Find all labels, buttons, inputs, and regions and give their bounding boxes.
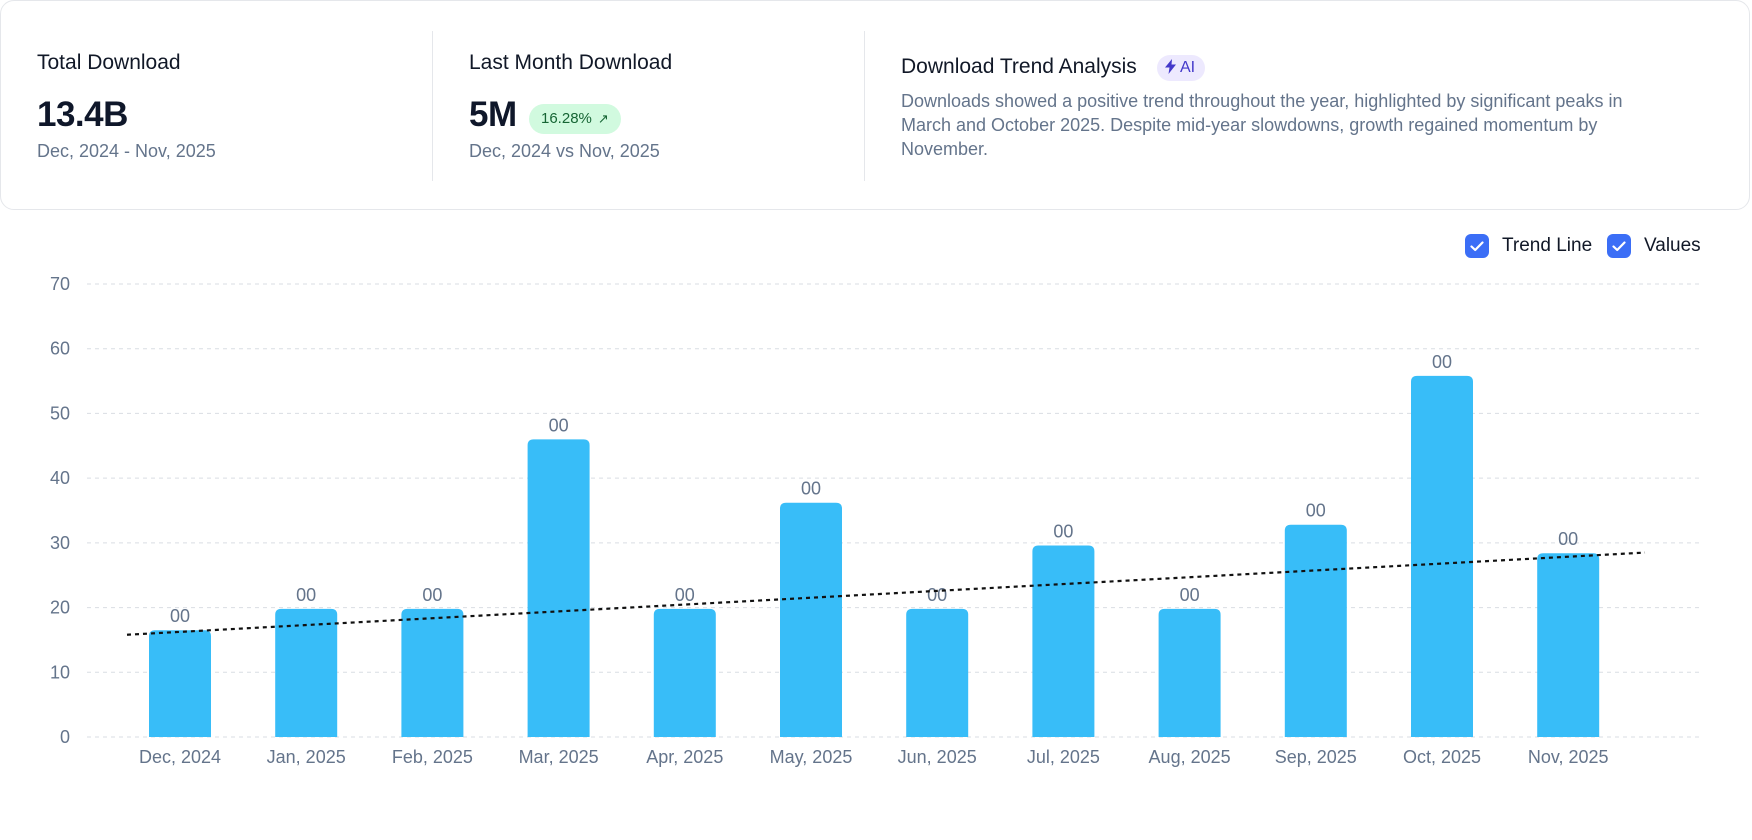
data-label: 00 <box>170 606 190 626</box>
trend-line-label: Trend Line <box>1502 235 1593 256</box>
ai-badge-label: AI <box>1180 59 1196 76</box>
ai-badge: AI <box>1157 55 1206 81</box>
y-tick-label: 10 <box>50 662 70 682</box>
trend-line-toggle[interactable]: Trend Line <box>1465 234 1592 258</box>
values-toggle[interactable]: Values <box>1607 234 1701 258</box>
divider <box>432 31 433 181</box>
data-label: 00 <box>549 415 569 435</box>
bar <box>275 608 338 737</box>
x-tick-label: Aug, 2025 <box>1149 747 1231 767</box>
data-label: 00 <box>296 585 316 605</box>
data-label: 00 <box>422 585 442 605</box>
checkmark-icon <box>1612 240 1626 251</box>
data-label: 00 <box>1306 501 1326 521</box>
trend-analysis-title: Download Trend Analysis <box>901 55 1137 78</box>
data-label: 00 <box>1432 352 1452 372</box>
last-month-download-value: 5M <box>469 95 517 134</box>
bar <box>653 608 716 737</box>
lightning-icon <box>1165 59 1176 74</box>
trend-line <box>126 551 1646 636</box>
x-tick-label: Jul, 2025 <box>1027 747 1100 767</box>
x-tick-label: Sep, 2025 <box>1275 747 1357 767</box>
x-tick-label: Dec, 2024 <box>139 747 221 767</box>
y-tick-label: 40 <box>50 468 70 488</box>
x-tick-label: Apr, 2025 <box>646 747 723 767</box>
bar <box>1284 524 1347 737</box>
values-checkbox[interactable] <box>1607 234 1631 258</box>
bar <box>1158 608 1221 737</box>
bar <box>527 439 590 737</box>
y-tick-label: 70 <box>50 274 70 294</box>
bar <box>401 608 464 737</box>
bar <box>1411 375 1473 737</box>
x-tick-label: Mar, 2025 <box>519 747 599 767</box>
growth-badge: 16.28% ↗ <box>529 104 621 134</box>
bar <box>906 608 969 737</box>
x-tick-label: Jun, 2025 <box>898 747 977 767</box>
values-label: Values <box>1644 235 1701 256</box>
trend-analysis-text: Downloads showed a positive trend throug… <box>901 91 1623 159</box>
data-label: 00 <box>1180 585 1200 605</box>
arrow-up-right-icon: ↗ <box>597 111 609 126</box>
data-label: 00 <box>801 479 821 499</box>
checkmark-icon <box>1470 240 1484 251</box>
x-tick-label: Oct, 2025 <box>1403 747 1481 767</box>
stats-panel: Total Download 13.4B Dec, 2024 - Nov, 20… <box>0 0 1750 210</box>
data-label: 00 <box>1558 529 1578 549</box>
y-tick-label: 0 <box>60 727 70 747</box>
total-download-period: Dec, 2024 - Nov, 2025 <box>37 141 216 161</box>
x-tick-label: Jan, 2025 <box>267 747 346 767</box>
divider <box>864 31 865 181</box>
last-month-download-title: Last Month Download <box>469 51 673 74</box>
data-label: 00 <box>1053 521 1073 541</box>
bar <box>780 502 842 737</box>
last-month-download-period: Dec, 2024 vs Nov, 2025 <box>469 141 660 161</box>
trend-line-checkbox[interactable] <box>1465 234 1489 258</box>
y-tick-label: 50 <box>50 403 70 423</box>
bar <box>1537 553 1600 737</box>
data-label: 00 <box>675 585 695 605</box>
data-label: 00 <box>927 585 947 605</box>
x-tick-label: Nov, 2025 <box>1528 747 1609 767</box>
total-download-value: 13.4B <box>37 95 128 134</box>
y-tick-label: 30 <box>50 533 70 553</box>
x-tick-label: Feb, 2025 <box>392 747 473 767</box>
y-tick-label: 20 <box>50 598 70 618</box>
bar <box>149 630 211 737</box>
total-download-title: Total Download <box>37 51 181 74</box>
growth-badge-value: 16.28% <box>541 110 592 127</box>
y-tick-label: 60 <box>50 339 70 359</box>
x-tick-label: May, 2025 <box>770 747 853 767</box>
bar <box>1032 545 1095 737</box>
